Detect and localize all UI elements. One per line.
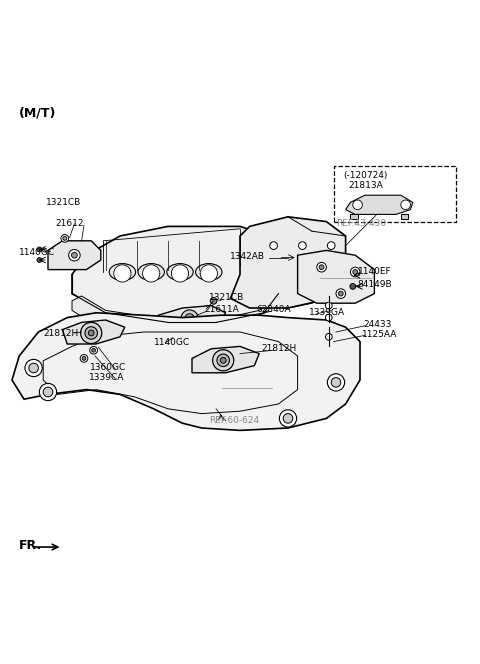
- Text: (M/T): (M/T): [19, 106, 57, 120]
- Circle shape: [63, 236, 67, 240]
- Circle shape: [69, 250, 80, 261]
- Circle shape: [114, 265, 131, 282]
- Polygon shape: [72, 226, 278, 323]
- Circle shape: [181, 310, 198, 327]
- Polygon shape: [192, 347, 259, 373]
- Text: (-120724)
21813A: (-120724) 21813A: [343, 171, 387, 191]
- Circle shape: [327, 374, 345, 391]
- Circle shape: [210, 297, 217, 304]
- Polygon shape: [12, 313, 360, 430]
- Circle shape: [25, 359, 42, 376]
- Circle shape: [185, 314, 194, 323]
- Text: 62340A: 62340A: [257, 305, 291, 314]
- Polygon shape: [401, 214, 408, 219]
- Text: 24433: 24433: [364, 320, 392, 329]
- Circle shape: [325, 302, 332, 309]
- Polygon shape: [298, 250, 374, 303]
- Polygon shape: [158, 305, 226, 329]
- Circle shape: [200, 265, 217, 282]
- Polygon shape: [62, 320, 125, 344]
- Text: 1360GC: 1360GC: [90, 363, 127, 373]
- Text: 84149B: 84149B: [358, 280, 392, 290]
- Polygon shape: [350, 214, 358, 219]
- Circle shape: [81, 323, 102, 343]
- Text: 1342AB: 1342AB: [230, 252, 265, 261]
- Polygon shape: [230, 217, 346, 308]
- Circle shape: [29, 363, 38, 373]
- Circle shape: [92, 349, 96, 352]
- Circle shape: [319, 265, 324, 270]
- Circle shape: [39, 383, 57, 400]
- Circle shape: [331, 378, 341, 387]
- Text: 21812H: 21812H: [43, 329, 78, 338]
- Text: 21612: 21612: [55, 220, 84, 228]
- Text: REF.60-624: REF.60-624: [209, 416, 259, 426]
- Text: 1140GC: 1140GC: [154, 338, 190, 347]
- Circle shape: [336, 289, 346, 298]
- Circle shape: [353, 200, 362, 210]
- Text: FR.: FR.: [19, 539, 42, 552]
- Circle shape: [279, 410, 297, 427]
- Circle shape: [213, 350, 234, 371]
- Circle shape: [37, 258, 42, 262]
- Circle shape: [82, 357, 86, 361]
- Circle shape: [85, 327, 97, 339]
- Circle shape: [338, 291, 343, 296]
- Ellipse shape: [167, 264, 193, 280]
- Circle shape: [401, 200, 410, 210]
- Circle shape: [80, 355, 88, 363]
- Text: 1321CB: 1321CB: [209, 293, 244, 302]
- Ellipse shape: [109, 264, 135, 280]
- Circle shape: [350, 284, 356, 290]
- Circle shape: [37, 247, 42, 252]
- Circle shape: [283, 414, 293, 423]
- Circle shape: [350, 267, 360, 277]
- Circle shape: [270, 242, 277, 250]
- Circle shape: [90, 347, 97, 354]
- Circle shape: [325, 314, 332, 321]
- Circle shape: [220, 357, 226, 363]
- Text: 21611A: 21611A: [204, 305, 239, 314]
- Circle shape: [299, 242, 306, 250]
- Ellipse shape: [138, 264, 164, 280]
- Circle shape: [171, 265, 189, 282]
- Circle shape: [88, 330, 94, 336]
- Polygon shape: [48, 241, 101, 270]
- Circle shape: [353, 270, 358, 274]
- Text: 1125AA: 1125AA: [362, 330, 398, 339]
- Circle shape: [327, 242, 335, 250]
- Circle shape: [143, 265, 160, 282]
- Circle shape: [217, 354, 229, 367]
- Text: REF.43-430: REF.43-430: [336, 219, 386, 228]
- Text: 1321CB: 1321CB: [46, 198, 81, 207]
- Bar: [334, 167, 456, 222]
- Text: 21812H: 21812H: [262, 345, 297, 353]
- Polygon shape: [72, 296, 269, 329]
- Circle shape: [61, 234, 69, 242]
- Text: 1140GC: 1140GC: [19, 248, 55, 257]
- Text: 1339CA: 1339CA: [89, 373, 124, 382]
- Circle shape: [317, 262, 326, 272]
- Circle shape: [325, 333, 332, 340]
- Circle shape: [43, 387, 53, 397]
- Polygon shape: [346, 195, 413, 214]
- Ellipse shape: [196, 264, 222, 280]
- Text: 1339GA: 1339GA: [309, 308, 345, 317]
- Circle shape: [72, 252, 77, 258]
- Text: 1140EF: 1140EF: [358, 268, 391, 276]
